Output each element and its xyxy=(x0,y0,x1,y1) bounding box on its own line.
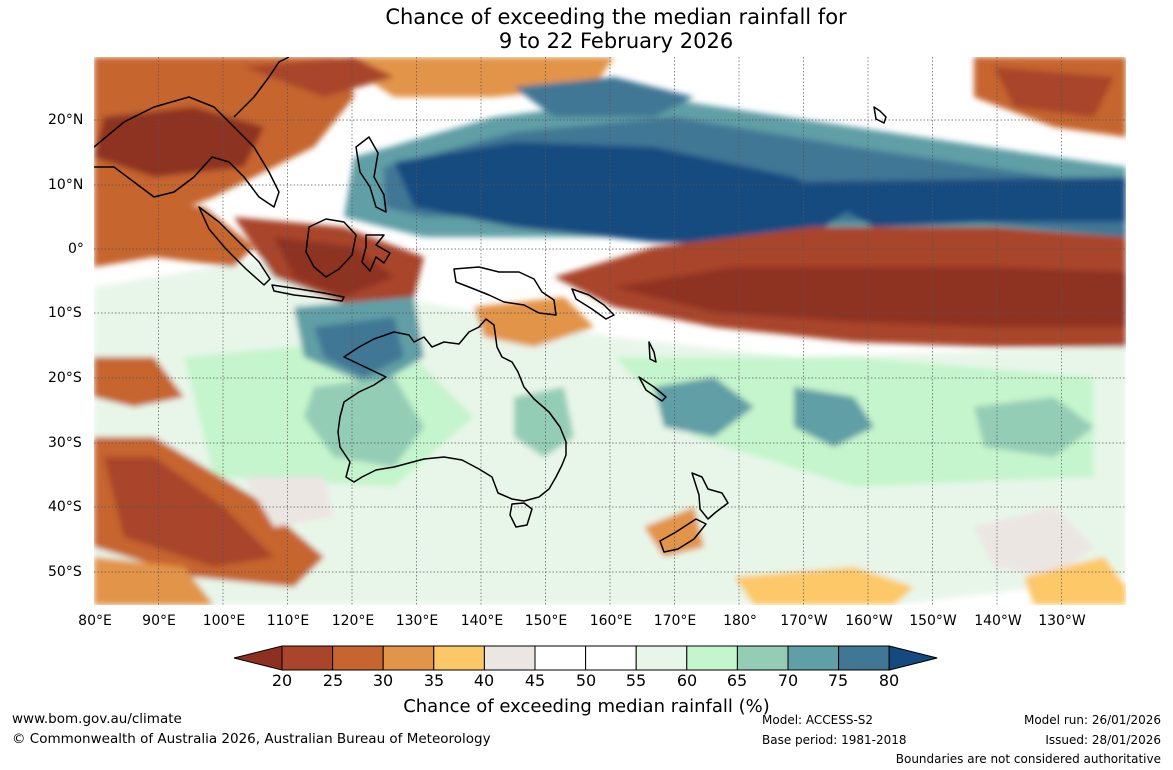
colorbar-swatch xyxy=(382,645,435,671)
colorbar-label: Chance of exceeding median rainfall (%) xyxy=(403,696,770,717)
x-tick-label: 80°E xyxy=(78,613,112,629)
southeast-asia-coastline xyxy=(94,96,280,208)
x-tick-label: 180° xyxy=(723,613,757,629)
coastlines xyxy=(94,57,887,553)
colorbar-tick: 75 xyxy=(827,671,849,690)
colorbar-swatch xyxy=(686,645,738,671)
colorbar-swatch xyxy=(332,645,384,671)
model-name: Model: ACCESS-S2 xyxy=(762,713,874,727)
probability-field xyxy=(94,57,1126,605)
colorbar-extend-low xyxy=(233,645,283,671)
new-zealand-south-coastline xyxy=(659,518,707,553)
colorbar-tick: 60 xyxy=(676,671,698,690)
x-tick-label: 100°E xyxy=(202,613,246,629)
colorbar-swatch xyxy=(534,645,587,671)
australia-coastline xyxy=(337,318,567,502)
china-coastline xyxy=(233,57,290,118)
x-tick-label: 90°E xyxy=(142,613,176,629)
y-tick-label: 30°S xyxy=(48,435,82,451)
colorbar-swatch xyxy=(787,645,840,671)
boundaries-disclaimer: Boundaries are not considered authoritat… xyxy=(895,752,1161,766)
colorbar-tick: 35 xyxy=(423,671,445,690)
colorbar-swatch xyxy=(635,645,688,671)
colorbar-tick: 80 xyxy=(878,671,900,690)
solomon-islands-coastline xyxy=(571,288,615,320)
sumatra-coastline xyxy=(198,206,271,286)
y-tick-label: 0° xyxy=(68,241,84,257)
x-tick-label: 110°E xyxy=(266,613,310,629)
x-tick-label: 160°W xyxy=(845,613,893,629)
java-coastline xyxy=(271,284,345,302)
tasmania-coastline xyxy=(509,502,533,528)
colorbar-tick: 20 xyxy=(271,671,293,690)
x-tick-label: 140°W xyxy=(974,613,1022,629)
x-tick-label: 160°E xyxy=(589,613,633,629)
x-tick-label: 170°E xyxy=(653,613,697,629)
colorbar-tick: 70 xyxy=(777,671,799,690)
colorbar-swatch xyxy=(736,645,789,671)
x-tick-label: 150°E xyxy=(524,613,568,629)
map-title-line-2: 9 to 22 February 2026 xyxy=(498,29,734,53)
y-tick-label: 10°N xyxy=(48,177,84,193)
sulawesi-coastline xyxy=(361,234,391,272)
x-tick-label: 130°W xyxy=(1038,613,1086,629)
colorbar-tick: 45 xyxy=(524,671,546,690)
colorbar xyxy=(233,645,938,671)
philippines-coastline xyxy=(355,136,387,213)
colorbar-swatch xyxy=(483,645,536,671)
x-tick-label: 150°W xyxy=(909,613,957,629)
rainfall-outlook-map xyxy=(94,57,1126,605)
colorbar-swatch xyxy=(281,645,334,671)
x-tick-label: 140°E xyxy=(460,613,504,629)
map-canvas xyxy=(94,57,1126,605)
y-tick-label: 20°N xyxy=(48,112,84,128)
x-tick-label: 170°W xyxy=(780,613,828,629)
x-tick-label: 130°E xyxy=(395,613,439,629)
colorbar-tick: 65 xyxy=(726,671,748,690)
colorbar-swatch xyxy=(433,645,485,671)
colorbar-tick: 30 xyxy=(372,671,394,690)
colorbar-extend-high xyxy=(888,645,938,671)
y-tick-label: 10°S xyxy=(48,305,82,321)
vanuatu-coastline xyxy=(648,341,657,363)
new-zealand-north-coastline xyxy=(691,472,729,520)
colorbar-swatch xyxy=(585,645,637,671)
colorbar-swatch xyxy=(838,645,890,671)
base-period: Base period: 1981-2018 xyxy=(762,733,907,747)
borneo-coastline xyxy=(305,218,357,278)
colorbar-tick: 25 xyxy=(322,671,344,690)
copyright-text: © Commonwealth of Australia 2026, Austra… xyxy=(12,731,491,747)
map-gridlines xyxy=(94,57,1126,605)
issued-date: Issued: 28/01/2026 xyxy=(1045,733,1161,747)
x-tick-label: 120°E xyxy=(331,613,375,629)
website-link[interactable]: www.bom.gov.au/climate xyxy=(12,711,182,727)
colorbar-tick: 50 xyxy=(575,671,597,690)
new-guinea-coastline xyxy=(453,266,557,316)
map-title-line-1: Chance of exceeding the median rainfall … xyxy=(385,5,847,29)
hawaii-coastline xyxy=(873,106,887,124)
y-tick-label: 20°S xyxy=(48,370,82,386)
y-tick-label: 40°S xyxy=(48,499,82,515)
model-run-date: Model run: 26/01/2026 xyxy=(1023,713,1161,727)
colorbar-tick: 40 xyxy=(473,671,495,690)
new-caledonia-coastline xyxy=(638,376,667,402)
y-tick-label: 50°S xyxy=(48,564,82,580)
colorbar-tick: 55 xyxy=(625,671,647,690)
